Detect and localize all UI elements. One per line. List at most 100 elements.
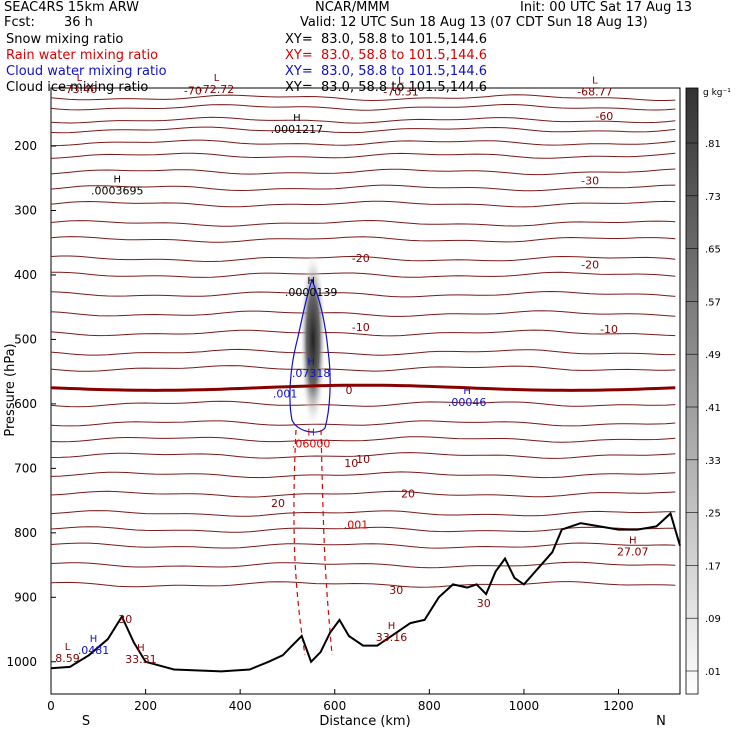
isotherm-label: 30 xyxy=(389,584,403,597)
isotherm-line xyxy=(50,184,676,192)
isotherm-line xyxy=(50,236,676,243)
endpoint-right: N xyxy=(656,714,666,729)
extremum-value: 33.16 xyxy=(376,631,408,644)
field-name-snow: Snow mixing ratio xyxy=(6,32,124,47)
isotherm-label: 0 xyxy=(345,384,352,397)
isotherm-line xyxy=(50,329,676,337)
y-tick-label: 1000 xyxy=(6,655,37,669)
colorbar-tick-label: .65 xyxy=(705,245,721,256)
colorbar-tick-label: .73 xyxy=(705,192,721,203)
extremum-value: 33.31 xyxy=(125,653,157,666)
colorbar-tick-label: .01 xyxy=(705,667,721,678)
x-tick-label: 200 xyxy=(134,699,157,713)
extremum-value: -70.31 xyxy=(383,86,418,99)
isotherm-line xyxy=(50,348,676,356)
colorbar-tick-label: .33 xyxy=(705,456,721,467)
y-axis-label: Pressure (hPa) xyxy=(3,343,18,436)
isotherm-label: 10 xyxy=(344,457,358,470)
freezing-level-line xyxy=(50,383,676,392)
mixing-ratio-contour-label: .001 xyxy=(273,387,298,400)
isotherm-label: -60 xyxy=(595,110,613,123)
y-tick-label: 900 xyxy=(14,590,37,604)
extremum-marker: L xyxy=(214,73,220,84)
extremum-marker: H xyxy=(307,428,315,439)
isotherm-line xyxy=(50,542,676,549)
extremum-value: .00046 xyxy=(448,396,487,409)
colorbar-tick-label: .41 xyxy=(705,403,721,414)
extremum-value: .0001217 xyxy=(271,123,324,136)
extremum-value: .0481 xyxy=(78,644,110,657)
isotherm-line xyxy=(50,152,676,159)
isotherm-label: -30 xyxy=(581,175,599,188)
y-tick-label: 300 xyxy=(14,203,37,217)
isotherm-line xyxy=(50,255,676,263)
isotherm-line xyxy=(50,139,676,147)
extremum-value: 8.59 xyxy=(55,652,80,665)
field-name-rain: Rain water mixing ratio xyxy=(6,48,159,63)
isotherm-line xyxy=(50,310,676,317)
isotherm-line xyxy=(50,126,676,134)
isotherm-line xyxy=(50,219,676,227)
extremum-value: -72.72 xyxy=(199,83,234,96)
extremum-value: .0000139 xyxy=(285,286,338,299)
extremum-marker: H xyxy=(388,621,396,632)
field-xy-rain: XY= 83.0, 58.8 to 101.5,144.6 xyxy=(285,48,488,63)
extremum-marker: H xyxy=(90,634,98,645)
isotherm-line xyxy=(50,365,676,372)
x-tick-label: 0 xyxy=(47,699,55,713)
x-tick-label: 1200 xyxy=(603,699,634,713)
y-tick-label: 800 xyxy=(14,526,37,540)
isotherm-line xyxy=(50,510,676,517)
isotherm-line xyxy=(50,168,676,176)
isotherm-line xyxy=(50,116,676,124)
center-title: NCAR/MMM xyxy=(315,0,390,15)
init-time: Init: 00 UTC Sat 17 Aug 13 xyxy=(520,0,693,15)
isotherm-label: -20 xyxy=(581,259,599,272)
y-tick-label: 200 xyxy=(14,139,37,153)
y-tick-label: 500 xyxy=(14,332,37,346)
isotherm-line xyxy=(50,94,676,102)
fcst-value: 36 h xyxy=(64,15,93,30)
isotherm-label: -20 xyxy=(352,252,370,265)
extremum-marker: L xyxy=(592,76,598,87)
isotherm-line xyxy=(50,471,676,479)
y-tick-label: 600 xyxy=(14,397,37,411)
extremum-marker: L xyxy=(77,73,83,84)
isotherm-line xyxy=(50,436,676,443)
x-tick-label: 400 xyxy=(229,699,252,713)
isotherm-label: -10 xyxy=(600,323,618,336)
isotherm-line xyxy=(50,490,676,498)
isotherm-line xyxy=(50,526,676,533)
isotherm-line xyxy=(50,271,676,278)
x-tick-label: 800 xyxy=(418,699,441,713)
rain-water-contour-left xyxy=(293,429,306,656)
extremum-marker: H xyxy=(307,357,315,368)
extremum-marker: H xyxy=(293,113,301,124)
extremum-marker: H xyxy=(463,386,471,397)
extremum-marker: H xyxy=(307,276,315,287)
extremum-marker: H xyxy=(113,174,121,185)
extremum-marker: L xyxy=(398,76,404,87)
field-name-cloudwater: Cloud water mixing ratio xyxy=(6,64,167,79)
y-tick-label: 700 xyxy=(14,461,37,475)
extremum-value: -73.46 xyxy=(62,83,97,96)
extremum-marker: H xyxy=(137,643,145,654)
colorbar-tick-label: .25 xyxy=(705,509,721,520)
isotherm-line xyxy=(50,420,676,427)
extremum-value: -68.77 xyxy=(577,86,612,99)
colorbar-tick-label: .49 xyxy=(705,350,721,361)
colorbar-tick-label: .57 xyxy=(705,297,721,308)
endpoint-left: S xyxy=(82,714,90,729)
isotherm-line xyxy=(50,104,676,111)
valid-time: Valid: 12 UTC Sun 18 Aug 13 (07 CDT Sun … xyxy=(300,15,648,30)
isotherm-label: -10 xyxy=(352,321,370,334)
fcst-label: Fcst: xyxy=(4,15,35,30)
field-xy-cloudwater: XY= 83.0, 58.8 to 101.5,144.6 xyxy=(285,64,488,79)
colorbar-unit: g kg⁻¹ xyxy=(703,88,731,98)
isotherm-line xyxy=(50,290,676,298)
isotherm-label: 20 xyxy=(401,487,415,500)
rain-water-contour-right xyxy=(320,429,333,656)
isotherm-line xyxy=(50,561,676,569)
terrain-line xyxy=(50,511,681,673)
